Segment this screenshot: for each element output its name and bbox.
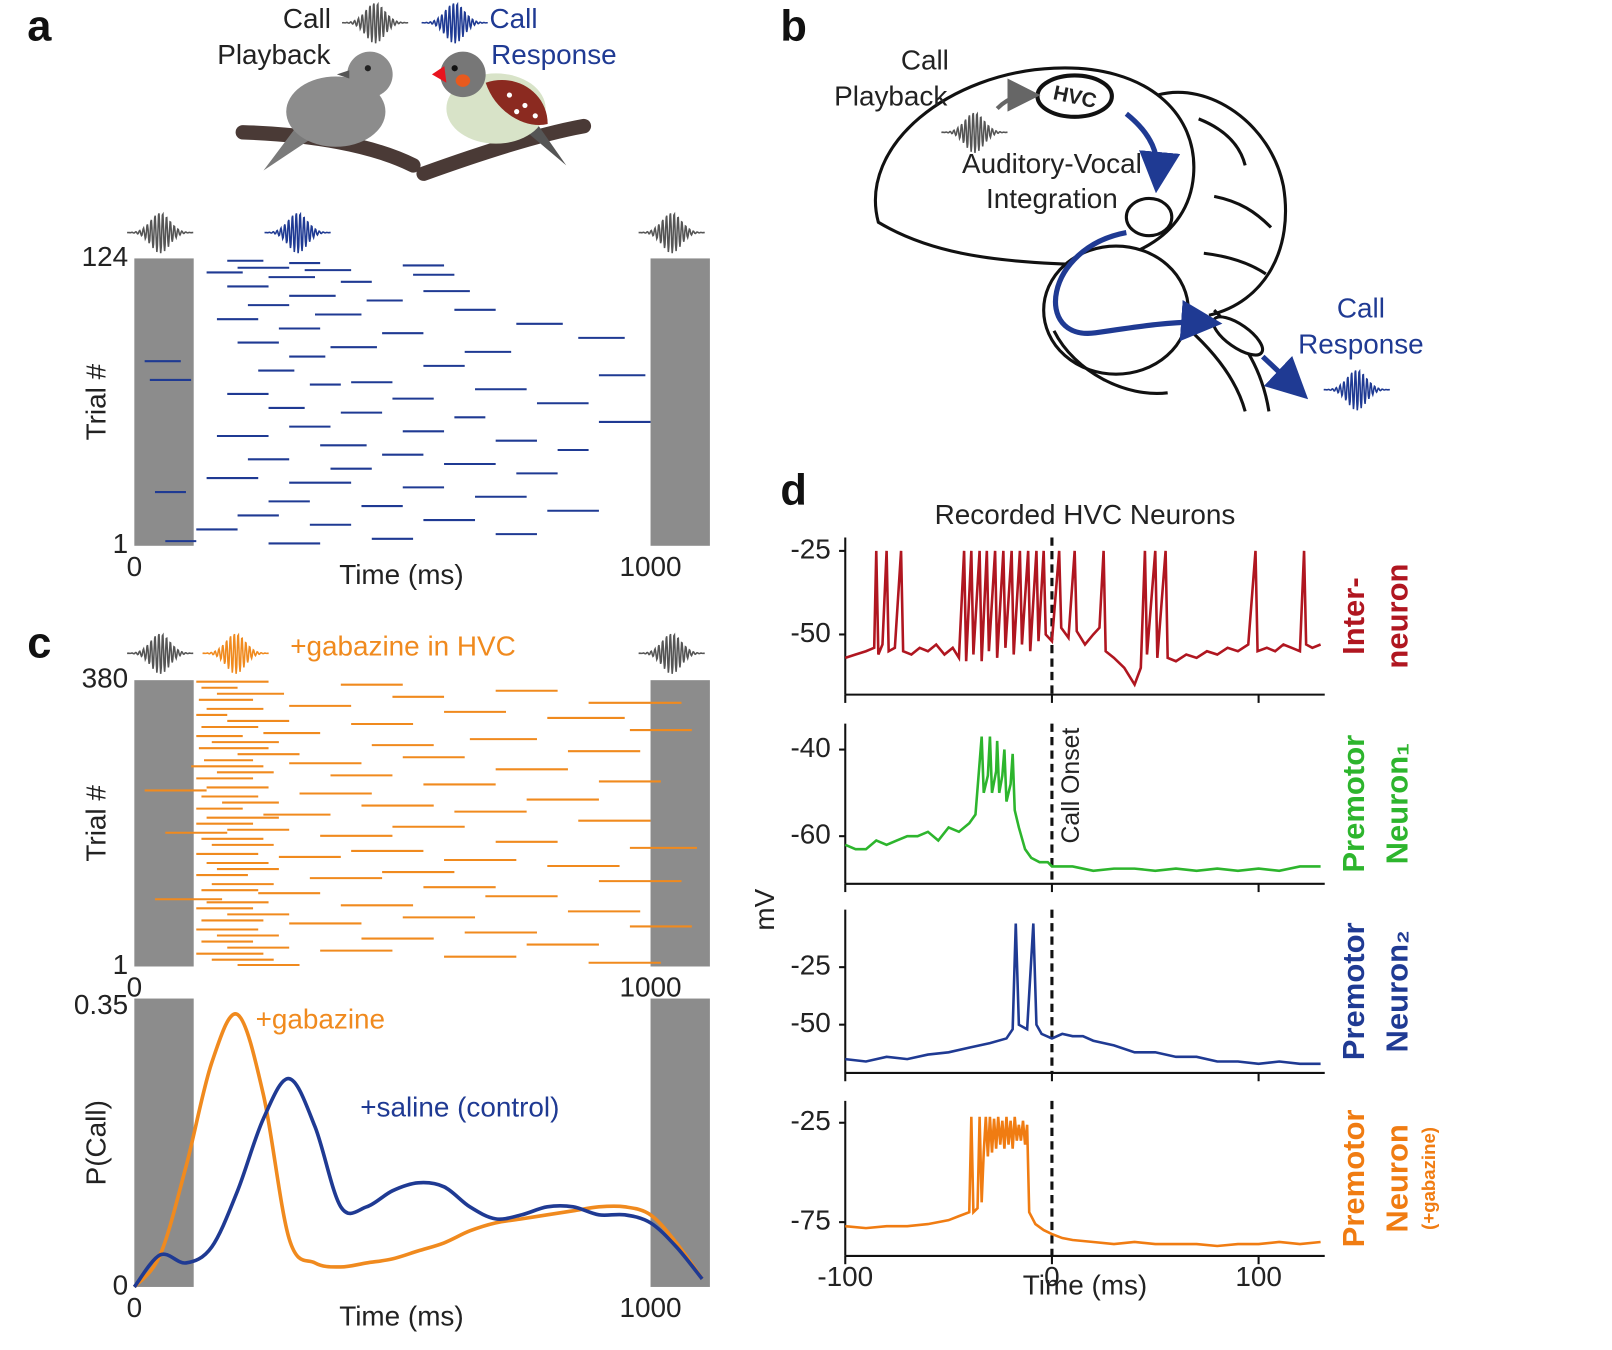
- y-tick-label: -50: [790, 1007, 830, 1038]
- brain-diagram: [873, 66, 1309, 412]
- playback-label: Playback: [834, 81, 947, 112]
- x-tick-label: 100: [1235, 1261, 1282, 1292]
- y-axis-label: Trial #: [81, 785, 112, 862]
- x-axis-label: Time (ms): [339, 1300, 463, 1331]
- call-waveform-icon: [202, 632, 269, 674]
- y-tick-label: 0: [113, 1269, 129, 1300]
- voltage-trace: [844, 736, 1321, 873]
- condition-label: +gabazine in HVC: [290, 630, 516, 661]
- call-waveform-icon: [127, 632, 194, 674]
- y-tick-label: -75: [790, 1205, 830, 1236]
- call-waveform-icon: [1323, 368, 1390, 411]
- shaded-region: [650, 258, 710, 546]
- bird-illustration: [235, 51, 592, 181]
- playback-label: Playback: [217, 39, 330, 70]
- y-axis-label: P(Call): [81, 1100, 112, 1185]
- call-waveform-icon: [421, 1, 488, 44]
- series-label: +saline (control): [360, 1092, 559, 1123]
- x-tick-label: 1000: [620, 551, 682, 582]
- x-tick-label: 0: [1044, 1261, 1060, 1292]
- x-tick-label: -100: [817, 1261, 873, 1292]
- response-label: Call: [490, 3, 538, 34]
- y-tick-label: 1: [113, 528, 129, 559]
- shaded-region: [650, 998, 710, 1287]
- neuron-label: Premotor: [1336, 1109, 1371, 1247]
- y-tick-label: 124: [82, 241, 129, 272]
- neuron-label: (+gabazine): [1418, 1127, 1439, 1230]
- y-tick-label: -25: [790, 1105, 830, 1136]
- panel-label: b: [780, 2, 807, 50]
- shaded-region: [134, 680, 194, 967]
- integration-label: Auditory-Vocal: [962, 148, 1142, 179]
- y-tick-label: 380: [82, 663, 129, 694]
- playback-label: Call: [901, 44, 949, 75]
- neuron-label: Premotor: [1336, 922, 1371, 1060]
- panel-label: c: [27, 620, 51, 668]
- x-axis-label: Time (ms): [339, 559, 463, 590]
- x-tick-label: 1000: [620, 972, 682, 1003]
- neuron-label: Premotor: [1336, 735, 1371, 873]
- panel-label: a: [27, 2, 52, 50]
- x-tick-label: 1000: [620, 1292, 682, 1323]
- y-tick-label: 1: [113, 949, 129, 980]
- response-label: Call: [1337, 292, 1385, 323]
- call-waveform-icon: [638, 211, 705, 254]
- call-waveform-icon: [127, 211, 194, 254]
- call-waveform-icon: [264, 211, 331, 254]
- y-tick-label: -60: [790, 819, 830, 850]
- neuron-label: Neuron₁: [1379, 743, 1414, 864]
- call-waveform-icon: [638, 632, 705, 674]
- voltage-trace: [844, 550, 1322, 688]
- voltage-trace: [845, 1116, 1321, 1248]
- y-tick-label: -50: [790, 617, 830, 648]
- neuron-label: Neuron: [1379, 1124, 1414, 1233]
- x-tick-label: 0: [127, 1292, 143, 1323]
- neuron-label: Inter-: [1336, 577, 1371, 655]
- neuron-label: Neuron₂: [1379, 930, 1414, 1052]
- playback-label: Call: [283, 3, 331, 34]
- y-axis-label: mV: [749, 888, 780, 930]
- chart-title: Recorded HVC Neurons: [935, 499, 1236, 530]
- neuron-label: neuron: [1379, 564, 1414, 669]
- x-tick-label: 0: [127, 972, 143, 1003]
- probability-curve: [132, 1012, 704, 1289]
- series-label: +gabazine: [256, 1004, 385, 1035]
- probability-curve: [132, 1076, 704, 1289]
- voltage-trace: [845, 923, 1321, 1066]
- x-tick-label: 0: [127, 551, 143, 582]
- y-tick-label: 0.35: [74, 989, 128, 1020]
- panel-label: d: [780, 467, 807, 515]
- call-waveform-icon: [941, 111, 1008, 153]
- call-waveform-icon: [342, 1, 409, 44]
- y-axis-label: Trial #: [81, 363, 112, 440]
- shaded-region: [134, 258, 194, 546]
- x-axis-label: Time (ms): [1023, 1269, 1147, 1300]
- shaded-region: [650, 680, 710, 967]
- integration-label: Integration: [986, 183, 1118, 214]
- y-tick-label: -40: [790, 732, 830, 763]
- onset-label: Call Onset: [1058, 728, 1085, 844]
- response-label: Response: [491, 39, 617, 70]
- response-label: Response: [1298, 329, 1424, 360]
- y-tick-label: -25: [790, 950, 830, 981]
- y-tick-label: -25: [790, 533, 830, 564]
